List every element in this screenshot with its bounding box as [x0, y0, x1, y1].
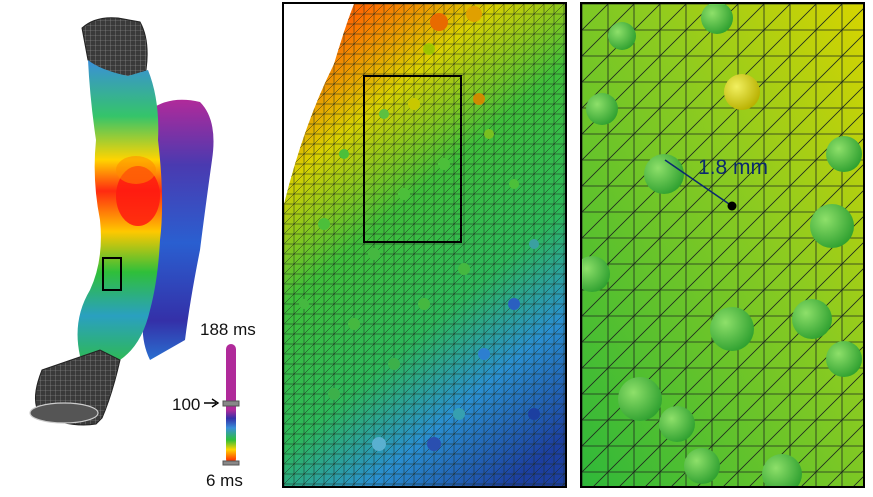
- zoomed-mesh-figure: [284, 4, 565, 486]
- colorbar: [204, 344, 240, 466]
- marker-arrow-icon: [204, 398, 220, 408]
- vessel-top-mesh: [81, 17, 148, 81]
- vessel-main-body: [77, 60, 163, 372]
- activation-map-figure: [29, 17, 240, 466]
- closeup-mesh-panel: 1.8 mm: [580, 2, 865, 488]
- electrode-spheres: [299, 6, 540, 451]
- colorbar-marker: [222, 400, 240, 407]
- colorbar-marker-label: 100: [172, 395, 201, 414]
- zoom-region-marker-2: [363, 75, 462, 243]
- distance-label: 1.8 mm: [698, 156, 769, 179]
- zoom-region-marker: [102, 257, 122, 291]
- closeup-spheres: [582, 4, 862, 486]
- colorbar-max-label: 188 ms: [200, 320, 256, 339]
- closeup-mesh-figure: [582, 4, 863, 486]
- zoomed-mesh-panel: [282, 2, 567, 488]
- activation-map-panel: 188 ms 100 6 ms: [0, 0, 275, 497]
- colorbar-min-label: 6 ms: [206, 471, 243, 490]
- distance-line: [664, 159, 733, 207]
- distance-endpoint: [727, 201, 737, 211]
